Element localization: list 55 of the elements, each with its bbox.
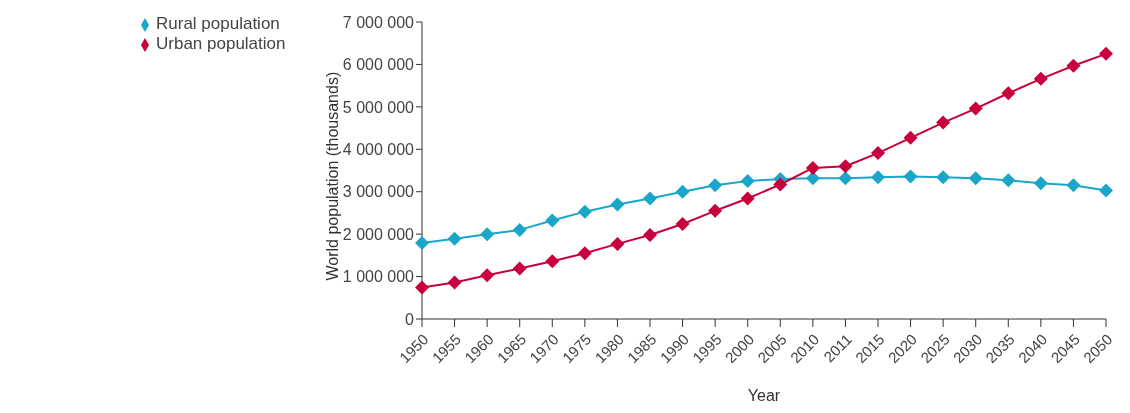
point [1099, 183, 1113, 198]
legend-label: Urban population [156, 34, 286, 53]
y-tick-label: 3 000 000 [342, 183, 415, 201]
y-tick-label: 7 000 000 [342, 13, 415, 31]
point [838, 159, 853, 174]
y-tick-label: 2 000 000 [342, 225, 415, 243]
point [545, 213, 560, 228]
point [415, 280, 429, 295]
point [805, 160, 820, 175]
point [512, 222, 527, 237]
point [708, 178, 723, 193]
y-tick-label: 1 000 000 [342, 268, 415, 286]
point [1033, 176, 1048, 191]
point [643, 191, 657, 206]
point [545, 254, 560, 269]
point [675, 184, 690, 199]
point [740, 191, 755, 206]
y-tick-label: 5 000 000 [342, 98, 415, 116]
point [773, 177, 788, 192]
point [577, 204, 592, 219]
point [968, 171, 983, 186]
point [447, 275, 462, 290]
point [512, 261, 527, 276]
point [1033, 71, 1048, 86]
point [447, 231, 462, 246]
point [1066, 58, 1081, 73]
point [1066, 178, 1081, 193]
y-tick-label: 4 000 000 [342, 140, 415, 158]
point [871, 170, 885, 185]
point [740, 174, 755, 189]
point [968, 101, 983, 116]
point [610, 197, 625, 212]
y-tick-label: 0 [405, 310, 415, 328]
point [871, 146, 885, 161]
point [480, 227, 495, 242]
point [936, 115, 951, 130]
legend-label: Rural population [156, 14, 280, 33]
point [1099, 46, 1113, 61]
point [1001, 86, 1016, 101]
point [936, 170, 951, 185]
point [1001, 173, 1016, 188]
point [903, 130, 918, 145]
x-axis-title: Year [747, 387, 781, 404]
point [610, 236, 625, 251]
point [577, 246, 592, 261]
point [838, 171, 853, 186]
point [708, 203, 723, 218]
point [903, 169, 918, 184]
point [643, 227, 657, 242]
y-axis-title: World population (thousands) [323, 71, 341, 281]
point [415, 236, 429, 251]
y-tick-label: 6 000 000 [342, 56, 415, 74]
point [675, 216, 690, 231]
point [805, 171, 820, 186]
point [480, 268, 495, 283]
